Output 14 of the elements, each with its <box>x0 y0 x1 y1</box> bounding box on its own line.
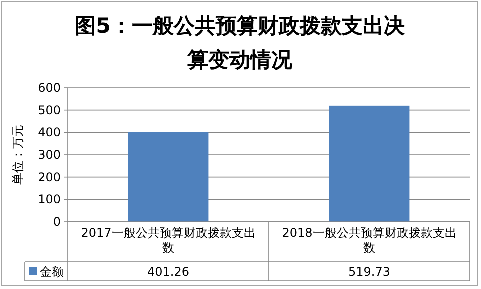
data-label: 401.26 <box>148 265 190 279</box>
y-tick-label: 200 <box>38 170 61 184</box>
chart-title: 图5：一般公共预算财政拨款支出决算变动情况 <box>75 14 405 72</box>
y-tick-label: 400 <box>38 126 61 140</box>
y-tick-label: 0 <box>53 215 61 229</box>
y-tick-label: 300 <box>38 148 61 162</box>
y-axis-title: 单位：万元 <box>11 125 25 185</box>
y-tick-label: 500 <box>38 103 61 118</box>
y-tick-label: 100 <box>38 192 61 207</box>
data-label: 519.73 <box>348 265 390 279</box>
x-tick-label: 2017一般公共预算财政拨款支出数 <box>81 226 256 255</box>
y-tick-label: 600 <box>38 81 61 95</box>
x-tick-label: 2018一般公共预算财政拨款支出数 <box>282 226 457 255</box>
legend-label: 金额 <box>40 265 64 279</box>
